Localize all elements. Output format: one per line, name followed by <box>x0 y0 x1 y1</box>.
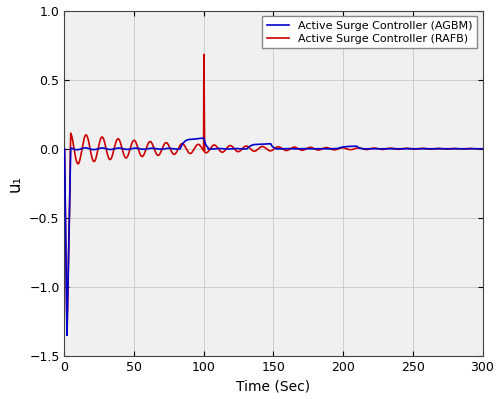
Active Surge Controller (AGBM) <box>64 333 70 338</box>
Y-axis label: u₁: u₁ <box>6 175 24 192</box>
Legend: Active Surge Controller (AGBM), Active Surge Controller (RAFB): Active Surge Controller (AGBM), Active S… <box>262 16 477 48</box>
Active Surge Controller (RAFB) <box>392 146 398 151</box>
Active Surge Controller (AGBM) <box>86 146 91 151</box>
Active Surge Controller (AGBM) <box>200 136 205 140</box>
Line: Active Surge Controller (RAFB): Active Surge Controller (RAFB) <box>64 55 482 335</box>
Active Surge Controller (AGBM) <box>317 146 323 151</box>
Active Surge Controller (AGBM) <box>324 146 330 151</box>
Active Surge Controller (AGBM) <box>392 146 398 151</box>
Active Surge Controller (AGBM) <box>472 146 478 151</box>
Active Surge Controller (RAFB) <box>324 145 330 150</box>
Active Surge Controller (AGBM) <box>480 146 486 151</box>
Active Surge Controller (RAFB) <box>62 146 68 151</box>
Active Surge Controller (RAFB) <box>472 146 478 151</box>
Active Surge Controller (RAFB) <box>86 138 91 143</box>
Active Surge Controller (RAFB) <box>480 146 486 151</box>
Active Surge Controller (RAFB) <box>174 150 180 155</box>
X-axis label: Time (Sec): Time (Sec) <box>236 379 310 393</box>
Active Surge Controller (AGBM) <box>62 146 68 151</box>
Active Surge Controller (AGBM) <box>174 147 180 152</box>
Active Surge Controller (RAFB) <box>201 52 207 57</box>
Active Surge Controller (RAFB) <box>64 333 70 338</box>
Line: Active Surge Controller (AGBM): Active Surge Controller (AGBM) <box>64 138 482 335</box>
Active Surge Controller (RAFB) <box>317 147 323 152</box>
